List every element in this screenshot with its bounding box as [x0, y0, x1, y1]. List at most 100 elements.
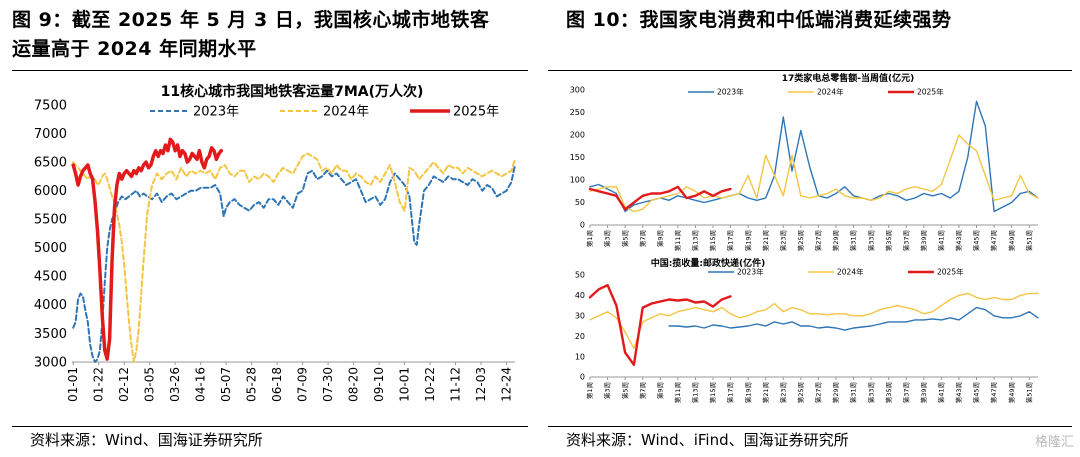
- y-tick-label: 4000: [34, 298, 67, 313]
- x-tick-label: 第5周: [620, 230, 629, 247]
- y-tick-label: 200: [570, 131, 585, 140]
- x-tick-label: 第17周: [726, 382, 735, 403]
- x-tick-label: 05-28: [245, 367, 259, 402]
- appliance-chart-axes: 0 50 100 150 200 250 300 第1周 第3周 第5周 第7周 第9周 第11周 第13…: [570, 86, 1038, 251]
- x-tick-label: 01-01: [66, 367, 80, 402]
- watermark-logo: 格隆汇: [1034, 435, 1074, 450]
- x-tick-label: 第11周: [673, 230, 682, 251]
- x-tick-label: 第29周: [831, 382, 840, 403]
- x-tick-label: 第41周: [937, 230, 946, 251]
- x-tick-label: 第49周: [1007, 230, 1016, 251]
- subway-ridership-chart: 11核心城市我国地铁客运量7MA(万人次) 2023年 2024年 2025年 30…: [34, 83, 516, 402]
- x-tick-label: 第17周: [726, 230, 735, 251]
- y-tick-label: 4500: [34, 270, 67, 285]
- series-line-2025: [588, 283, 732, 366]
- x-tick-label: 第9周: [655, 382, 664, 399]
- chart-title: 11核心城市我国地铁客运量7MA(万人次): [161, 83, 424, 100]
- x-tick-label: 第33周: [866, 382, 875, 403]
- x-tick-label: 第13周: [691, 230, 700, 251]
- x-tick-label: 第35周: [884, 230, 893, 251]
- series-line-2025: [588, 185, 732, 211]
- left-figure-title-line1: 图 9：截至 2025 年 5 月 3 日，我国核心城市地铁客: [12, 9, 490, 31]
- legend-label: 2023年: [193, 104, 239, 119]
- express-chart-series: [588, 283, 1039, 366]
- x-tick-label: 第31周: [849, 382, 858, 403]
- x-tick-label: 第19周: [743, 382, 752, 403]
- legend-label: 2024年: [323, 104, 369, 119]
- y-tick-label: 250: [570, 108, 585, 117]
- x-tick-label: 09-10: [372, 367, 386, 402]
- series-line-2023: [668, 306, 1039, 331]
- x-tick-label: 第27周: [814, 230, 823, 251]
- y-tick-label: 7000: [34, 127, 67, 142]
- y-tick-label: 0: [580, 373, 585, 382]
- x-tick-label: 10-22: [423, 367, 437, 402]
- x-tick-label: 第29周: [831, 230, 840, 251]
- x-tick-label: 第15周: [708, 382, 717, 403]
- x-tick-label: 第43周: [954, 230, 963, 251]
- y-tick-label: 3500: [34, 327, 67, 342]
- y-tick-label: 300: [570, 86, 585, 95]
- legend-label: 2024年: [817, 87, 844, 97]
- right-figure-title: 图 10：我国家电消费和中低端消费延续强势: [566, 9, 952, 31]
- legend-label: 2025年: [937, 267, 964, 277]
- x-tick-label: 第21周: [761, 382, 770, 403]
- x-tick-label: 06-18: [270, 367, 284, 402]
- appliance-chart-series: [588, 100, 1039, 213]
- x-tick-label: 第43周: [954, 382, 963, 403]
- left-top-rule: [12, 70, 528, 71]
- series-line-2023: [589, 100, 1039, 213]
- x-tick-label: 第49周: [1007, 382, 1016, 403]
- legend-label: 2025年: [453, 104, 499, 119]
- appliance-chart-legend: 2023年 2024年 2025年: [688, 87, 944, 97]
- left-figure-title: 图 9：截至 2025 年 5 月 3 日，我国核心城市地铁客 运量高于 202…: [12, 6, 489, 64]
- x-tick-label: 第47周: [989, 230, 998, 251]
- y-tick-label: 5000: [34, 241, 67, 256]
- x-tick-label: 11-12: [449, 367, 463, 402]
- series-line-2023: [72, 164, 516, 363]
- x-tick-label: 第7周: [638, 230, 647, 247]
- x-tick-label: 第9周: [655, 230, 664, 247]
- x-tick-label: 第45周: [972, 230, 981, 251]
- x-tick-label: 第1周: [585, 230, 594, 247]
- right-top-rule: [548, 70, 1072, 71]
- chart-legend: 2023年 2024年 2025年: [150, 104, 499, 119]
- x-tick-label: 10-01: [398, 367, 412, 402]
- y-tick-label: 3000: [34, 355, 67, 370]
- x-tick-label: 第19周: [743, 230, 752, 251]
- series-line-2024: [589, 134, 1039, 213]
- x-tick-label: 第41周: [937, 382, 946, 403]
- x-tick-label: 12-24: [500, 367, 514, 402]
- x-tick-label: 第39周: [919, 230, 928, 251]
- legend-label: 2023年: [737, 267, 764, 277]
- legend-label: 2023年: [717, 87, 744, 97]
- y-tick-label: 7500: [34, 98, 67, 113]
- x-tick-label: 第3周: [603, 230, 612, 247]
- series-line-2025: [71, 137, 224, 361]
- x-tick-label: 第1周: [585, 382, 594, 399]
- x-tick-label: 第33周: [866, 230, 875, 251]
- x-tick-label: 03-05: [143, 367, 157, 402]
- y-tick-label: 40: [575, 291, 585, 300]
- x-tick-label: 第37周: [901, 230, 910, 251]
- x-tick-label: 02-12: [117, 367, 131, 402]
- right-source-note: 资料来源：Wind、iFind、国海证券研究所: [566, 431, 849, 449]
- x-tick-label: 第47周: [989, 382, 998, 403]
- right-bottom-rule: [548, 426, 1072, 427]
- x-tick-label: 05-07: [219, 367, 233, 402]
- y-tick-label: 30: [575, 311, 585, 320]
- x-tick-label: 第11周: [673, 382, 682, 403]
- appliance-and-express-charts: 17类家电总零售额-当周值(亿元) 2023年 2024年 2025年 050100…: [570, 72, 1039, 403]
- x-tick-label: 第27周: [814, 382, 823, 403]
- x-tick-label: 第25周: [796, 230, 805, 251]
- x-tick-label: 第39周: [919, 382, 928, 403]
- x-tick-label: 第5周: [620, 382, 629, 399]
- y-tick-label: 150: [570, 153, 585, 162]
- legend-label: 2025年: [917, 87, 944, 97]
- y-tick-label: 10: [575, 352, 585, 361]
- series-line-2024: [72, 152, 516, 363]
- x-tick-label: 第31周: [849, 230, 858, 251]
- y-tick-label: 100: [570, 176, 585, 185]
- left-bottom-rule: [12, 426, 528, 427]
